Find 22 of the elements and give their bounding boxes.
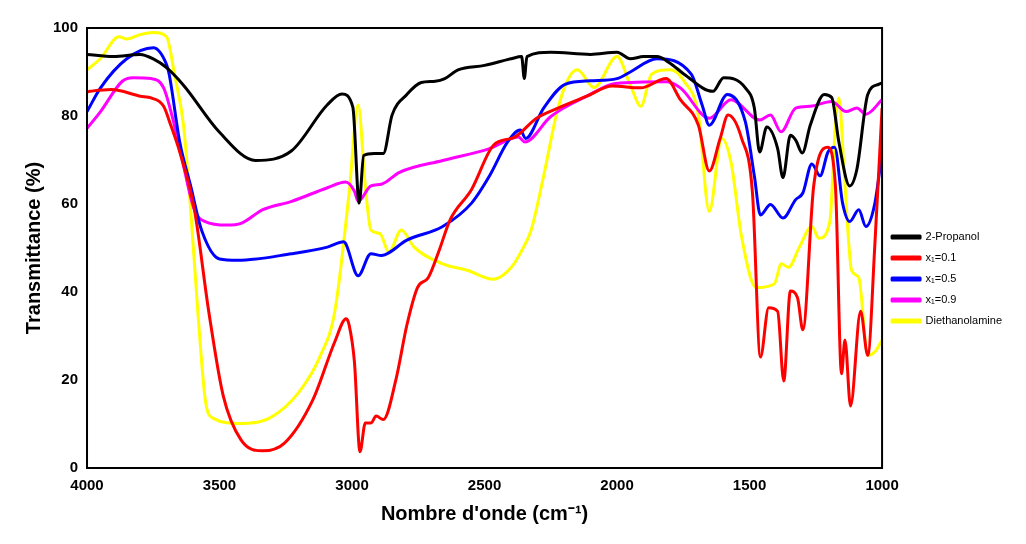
line-series bbox=[87, 46, 883, 278]
y-tick-label: 40 bbox=[61, 282, 79, 300]
y-axis-title: Transmittance (%) bbox=[21, 161, 44, 335]
legend-label: x₁=0.1 bbox=[925, 251, 957, 264]
x-tick-label: 3500 bbox=[202, 476, 237, 494]
y-tick-label: 100 bbox=[53, 18, 79, 36]
legend-label: 2-Propanol bbox=[925, 230, 980, 243]
y-tick-label: 0 bbox=[69, 458, 79, 476]
x-tick-label: 4000 bbox=[70, 476, 104, 494]
y-tick-label: 60 bbox=[61, 194, 79, 212]
x-tick-label: 2000 bbox=[600, 476, 634, 494]
x-tick-label: 1500 bbox=[732, 476, 767, 494]
legend-label: x₁=0.9 bbox=[925, 293, 957, 306]
legend-label: Diethanolamine bbox=[925, 314, 1002, 327]
y-tick-label: 20 bbox=[61, 370, 79, 388]
x-axis-title: Nombre d'onde (cm⁻¹) bbox=[380, 501, 589, 524]
x-tick-label: 1000 bbox=[865, 476, 899, 494]
x-tick-label: 3000 bbox=[335, 476, 369, 494]
line-series bbox=[87, 77, 883, 454]
y-tick-label: 80 bbox=[61, 106, 79, 124]
legend-label: x₁=0.5 bbox=[925, 272, 957, 285]
x-tick-label: 2500 bbox=[467, 476, 502, 494]
